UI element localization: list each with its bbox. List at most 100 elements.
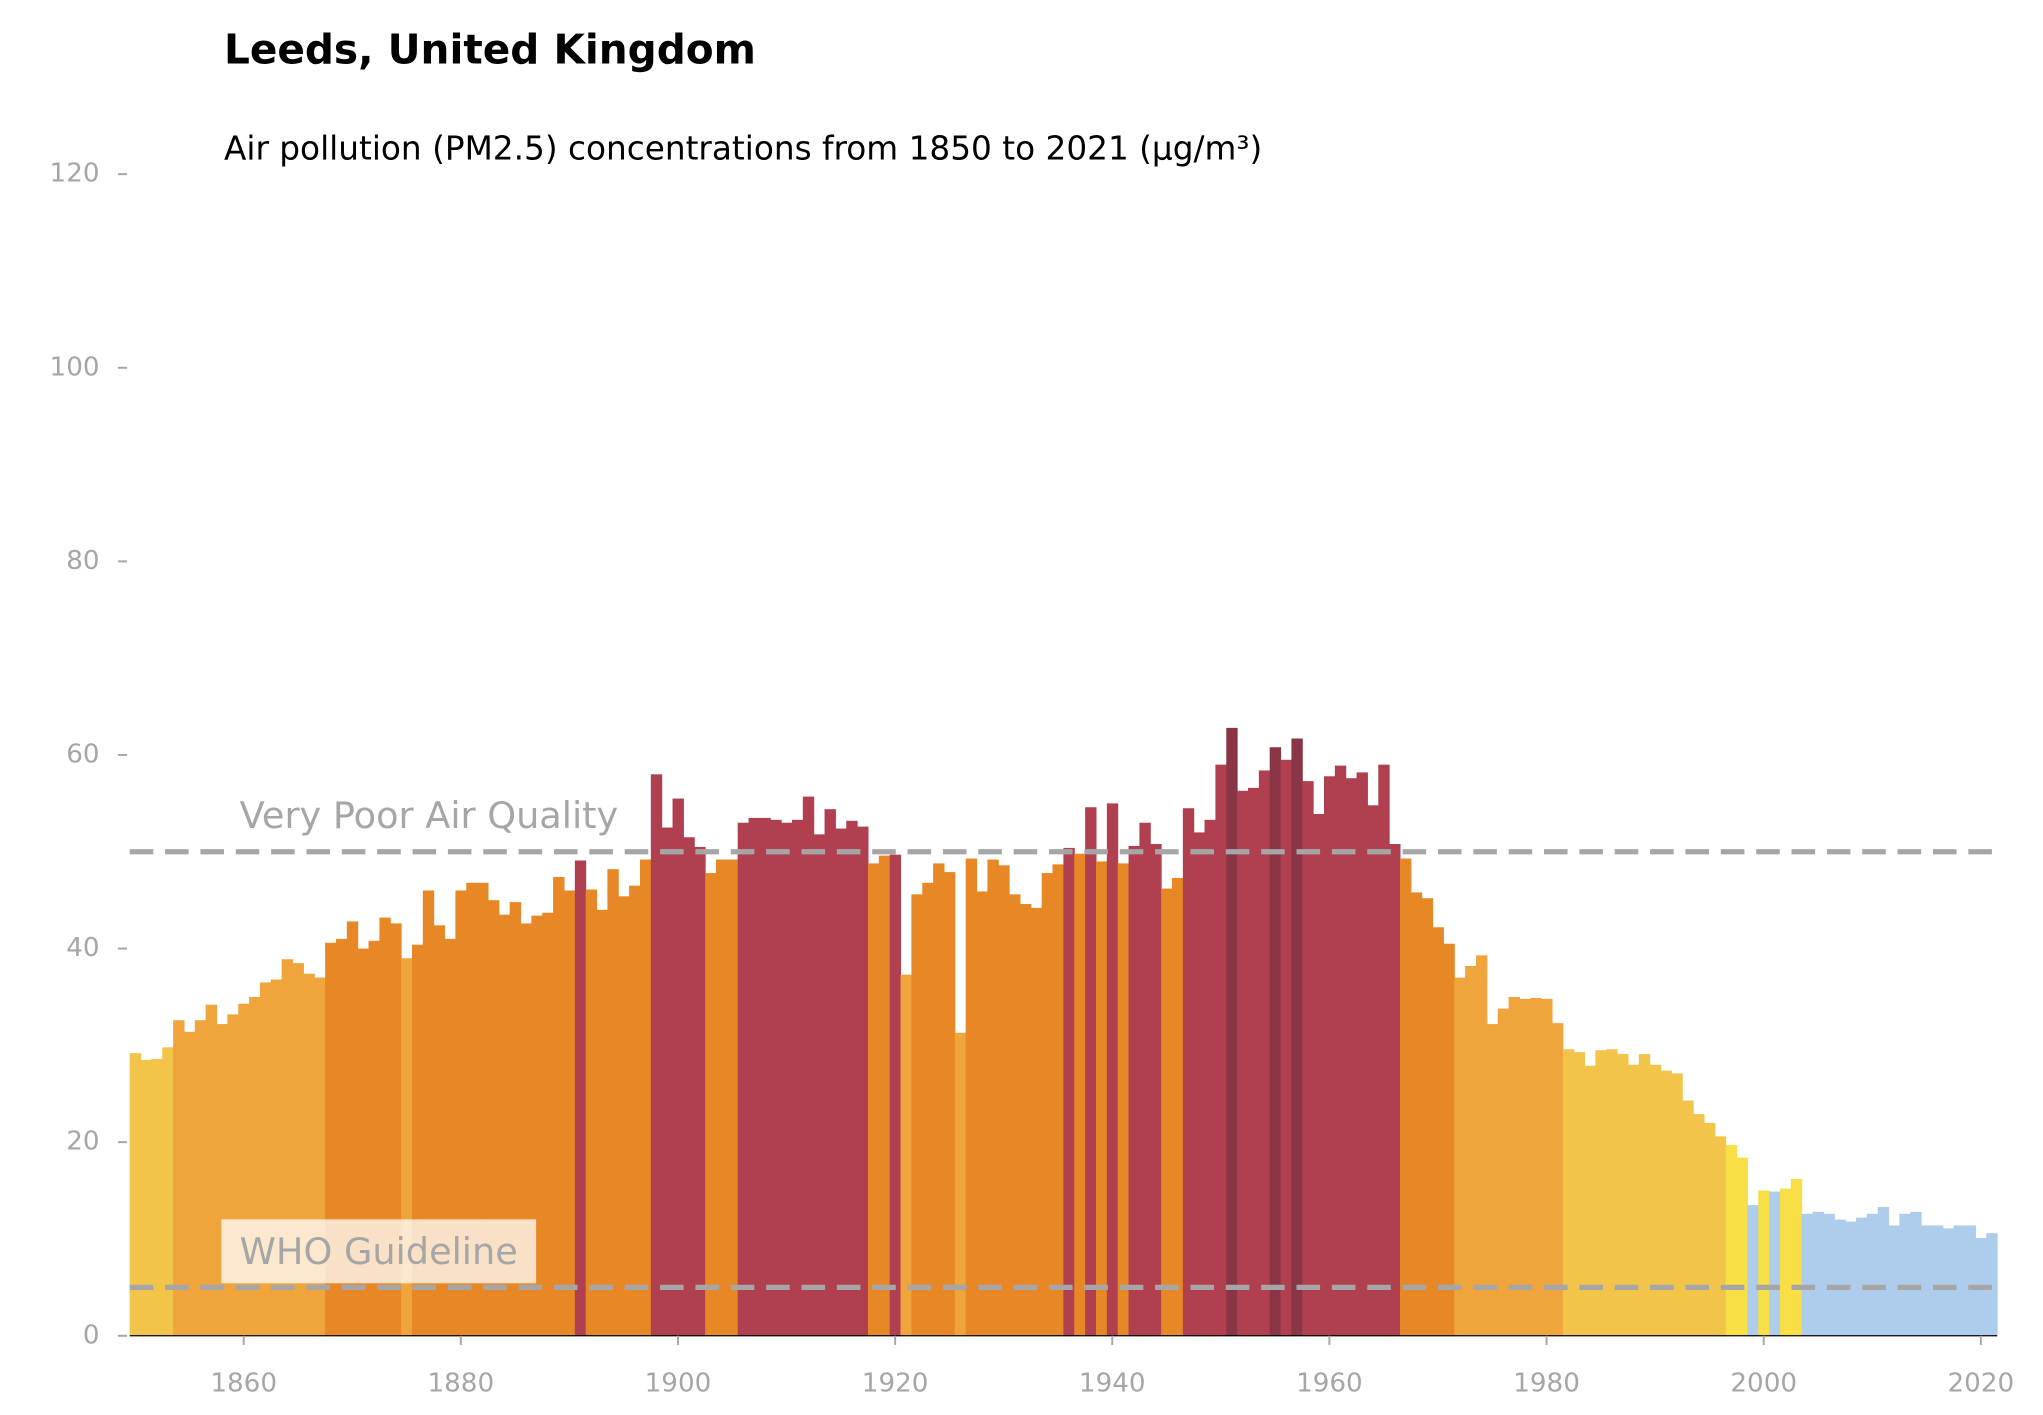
bar bbox=[1269, 747, 1282, 1336]
bar bbox=[1302, 781, 1314, 1336]
bar bbox=[151, 1058, 163, 1336]
bar bbox=[1486, 1024, 1499, 1336]
y-tick-label: 0 bbox=[83, 1320, 100, 1350]
bar bbox=[162, 1047, 174, 1336]
bar bbox=[1291, 738, 1303, 1336]
bar bbox=[249, 996, 261, 1336]
reference-label-box bbox=[221, 1219, 537, 1284]
bar bbox=[1345, 778, 1358, 1336]
bar bbox=[1258, 770, 1271, 1336]
bar bbox=[1074, 853, 1086, 1336]
bar bbox=[1085, 807, 1097, 1336]
bar bbox=[1595, 1050, 1607, 1336]
bar bbox=[835, 828, 847, 1336]
bar bbox=[933, 863, 945, 1336]
bar bbox=[1834, 1219, 1846, 1336]
y-tick-label: 80 bbox=[66, 546, 99, 576]
bar bbox=[1063, 847, 1075, 1336]
bar bbox=[1649, 1064, 1662, 1336]
bar bbox=[1801, 1213, 1814, 1336]
bar bbox=[987, 859, 999, 1336]
bar bbox=[1356, 772, 1368, 1336]
bar bbox=[129, 1053, 142, 1336]
bar bbox=[542, 912, 554, 1336]
bar bbox=[477, 882, 489, 1336]
bar bbox=[509, 902, 522, 1336]
x-tick-label: 1960 bbox=[1296, 1369, 1363, 1399]
bar bbox=[1703, 1122, 1716, 1336]
bar bbox=[270, 979, 283, 1336]
bar bbox=[346, 921, 359, 1336]
y-tick-label: 20 bbox=[66, 1127, 99, 1157]
bar bbox=[1725, 1145, 1738, 1336]
bar bbox=[173, 1020, 185, 1336]
bar bbox=[1866, 1213, 1879, 1336]
bar bbox=[1410, 892, 1423, 1336]
bar bbox=[726, 859, 739, 1336]
y-tick-label: 60 bbox=[66, 739, 99, 769]
x-tick-label: 1900 bbox=[645, 1369, 712, 1399]
bar bbox=[433, 925, 446, 1336]
bar bbox=[607, 869, 619, 1336]
bar bbox=[238, 1003, 250, 1336]
bar bbox=[813, 834, 826, 1336]
bar bbox=[1910, 1211, 1922, 1336]
bar bbox=[1117, 863, 1130, 1336]
bar bbox=[1204, 819, 1216, 1336]
x-tick-label: 2020 bbox=[1948, 1369, 2015, 1399]
bar bbox=[1095, 861, 1108, 1336]
bar bbox=[748, 817, 760, 1336]
chart-title: Leeds, United Kingdom bbox=[224, 25, 756, 73]
bar bbox=[1714, 1136, 1727, 1336]
bar bbox=[531, 915, 543, 1336]
bar bbox=[194, 1020, 207, 1336]
bar bbox=[900, 974, 912, 1336]
bar bbox=[759, 817, 771, 1336]
bar bbox=[1443, 943, 1455, 1336]
bar bbox=[629, 885, 641, 1336]
bar bbox=[1584, 1065, 1596, 1336]
x-tick-label: 1860 bbox=[210, 1369, 277, 1399]
bar bbox=[1942, 1228, 1955, 1336]
x-tick-label: 1940 bbox=[1079, 1369, 1146, 1399]
bar bbox=[1627, 1064, 1640, 1336]
bar bbox=[563, 890, 576, 1336]
bar bbox=[791, 819, 804, 1336]
bar bbox=[1562, 1049, 1575, 1336]
y-tick-label: 120 bbox=[50, 159, 100, 189]
bar bbox=[878, 855, 891, 1336]
bar bbox=[846, 820, 858, 1336]
bar bbox=[1226, 727, 1238, 1336]
bar bbox=[1573, 1052, 1586, 1336]
bar bbox=[1551, 1023, 1564, 1336]
bar bbox=[1237, 790, 1249, 1336]
bar bbox=[1964, 1225, 1976, 1336]
bar bbox=[314, 977, 326, 1336]
bar bbox=[1931, 1225, 1944, 1336]
x-tick-label: 1880 bbox=[427, 1369, 494, 1399]
bar bbox=[487, 900, 500, 1336]
bar bbox=[1508, 996, 1520, 1336]
bar bbox=[1671, 1073, 1683, 1336]
bar bbox=[281, 959, 294, 1336]
bar bbox=[1855, 1217, 1868, 1336]
bar bbox=[1921, 1225, 1933, 1336]
bar bbox=[455, 890, 467, 1336]
bar bbox=[737, 822, 750, 1336]
reference-label: Very Poor Air Quality bbox=[240, 794, 619, 837]
bar bbox=[857, 826, 869, 1336]
bar bbox=[824, 809, 836, 1336]
chart-subtitle: Air pollution (PM2.5) concentrations fro… bbox=[224, 130, 1262, 168]
bar bbox=[1660, 1070, 1672, 1336]
y-tick-label: 40 bbox=[66, 933, 99, 963]
bar bbox=[1877, 1207, 1890, 1336]
bar bbox=[1769, 1191, 1781, 1336]
bar bbox=[1986, 1233, 1998, 1336]
bar bbox=[1019, 904, 1032, 1336]
bar bbox=[444, 938, 456, 1336]
bar bbox=[1845, 1221, 1857, 1336]
bar bbox=[1812, 1211, 1824, 1336]
reference-label-box bbox=[221, 783, 637, 848]
bar bbox=[411, 944, 424, 1336]
